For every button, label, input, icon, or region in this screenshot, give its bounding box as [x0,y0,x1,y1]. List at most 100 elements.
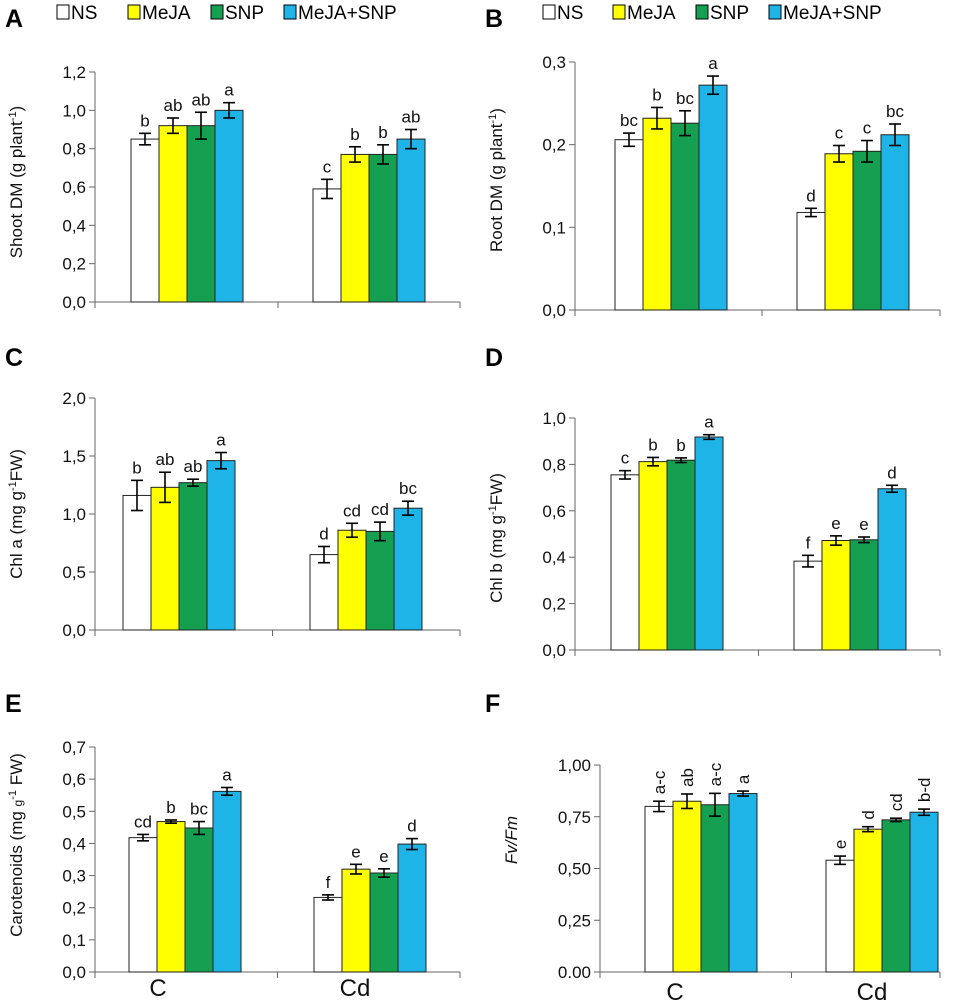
y-tick-label-e: 0,4 [62,834,86,853]
bar-b [852,150,882,311]
category-label-cd-right: Cd [857,979,888,1004]
significance-letter-f: d [859,810,878,819]
bar-c [393,507,423,631]
significance-letter-d: c [621,449,630,468]
y-tick-label-d: 0,2 [542,595,566,614]
ylabel-e: Carotenoids (mg g-1 FW) [7,753,26,937]
bar-b [796,211,826,311]
y-tick-label-b: 0,0 [542,301,566,320]
bar-d [610,474,640,651]
significance-letter-e: cd [134,812,152,831]
panel-label-d: D [485,344,503,372]
bar-f [825,859,855,973]
significance-letter-d: e [831,514,840,533]
bar-c [309,554,339,631]
y-tick-label-b: 0,2 [542,136,566,155]
legend-swatch-meja [127,4,141,20]
bar-b [824,153,854,311]
bar-d [821,539,851,651]
significance-letter-b: bc [886,102,904,121]
legend-label-meja-b: MeJA [627,3,676,24]
significance-letter-c: d [319,524,328,543]
legend-label-ns-b: NS [557,3,583,24]
y-tick-label-f: 1,00 [558,756,591,775]
y-tick-label-e: 0,3 [62,867,86,886]
legend-top-right: NS MeJA SNP MeJA+SNP [542,3,882,24]
significance-letter-b: a [708,54,718,73]
y-tick-label-d: 0,6 [542,502,566,521]
significance-letter-c: ab [156,450,175,469]
bar-e [212,790,242,973]
legend-swatch-snp [210,4,224,20]
bar-e [397,843,427,973]
bar-d [849,539,879,651]
bar-a [158,125,188,303]
y-tick-label-c: 1,5 [62,447,86,466]
y-tick-label-f: 0,75 [558,808,591,827]
bar-e [369,872,399,973]
legend-label-ns: NS [71,3,97,24]
y-tick-label-d: 1,0 [542,409,566,428]
bar-b [880,134,910,311]
legend-swatch-ns [56,4,70,20]
bar-e [184,827,214,973]
legend-swatch-meja-snp [283,4,297,20]
bar-c [365,530,395,631]
y-tick-label-a: 0,8 [62,140,86,159]
significance-letter-d: a [704,413,714,432]
significance-letter-d: b [676,436,685,455]
significance-letter-b: bc [620,111,638,130]
significance-letter-b: c [863,119,872,138]
y-tick-label-a: 0,4 [62,216,86,235]
significance-letter-c: a [216,431,226,450]
significance-letter-c: cd [343,501,361,520]
panel-c: 0,0 0,5 1,0 1,5 2,0 b d ab cd ab cd a bc [62,389,461,640]
category-label-c-right: C [666,979,683,1004]
significance-letter-c: b [132,458,141,477]
significance-letter-a: b [378,123,387,142]
y-tick-label-d: 0,4 [542,548,566,567]
bar-f [881,819,911,973]
y-tick-label-b: 0,1 [542,218,566,237]
legend-top-left: NS MeJA SNP MeJA+SNP [56,3,397,24]
bar-f [728,793,758,973]
legend-swatch-meja-b [612,4,626,20]
panel-label-c: C [5,344,23,372]
significance-letter-c: ab [184,457,203,476]
bar-d [877,488,907,651]
panel-e: 0,0 0,1 0,2 0,3 0,4 0,5 0,6 0,7 cd f b e bc e a d [62,738,461,982]
category-label-cd-left: Cd [340,975,371,1002]
bar-c [206,460,236,631]
bar-f [644,805,674,973]
y-tick-label-e: 0,7 [62,738,86,757]
y-tick-label-a: 0,6 [62,178,86,197]
significance-letter-f: a [734,774,753,784]
bar-d [694,436,724,651]
significance-letter-b: bc [676,89,694,108]
significance-letter-a: a [224,81,234,100]
category-label-c-left: C [149,975,166,1002]
legend-swatch-meja-snp-b [768,4,782,20]
bar-d [666,459,696,651]
significance-letter-e: bc [190,800,208,819]
y-tick-label-d: 0,8 [542,455,566,474]
panel-label-e: E [5,690,22,718]
significance-letter-d: e [859,515,868,534]
significance-letter-f: ab [678,768,697,787]
panel-label-a: A [5,5,23,33]
significance-letter-b: d [806,186,815,205]
panel-f: 0.00 0,25 0,50 0,75 1,00 a-c e ab d a-c cd a b-d [558,756,941,982]
legend-swatch-snp-b [695,4,709,20]
significance-letter-b: c [835,123,844,142]
significance-letter-d: d [887,463,896,482]
significance-letter-a: ab [164,96,183,115]
significance-letter-e: e [379,847,388,866]
bar-f [672,800,702,973]
legend-label-meja-snp: MeJA+SNP [298,3,397,24]
significance-letter-f: a-c [706,762,725,786]
y-tick-label-f: 0,50 [558,860,591,879]
bar-c [337,529,367,631]
